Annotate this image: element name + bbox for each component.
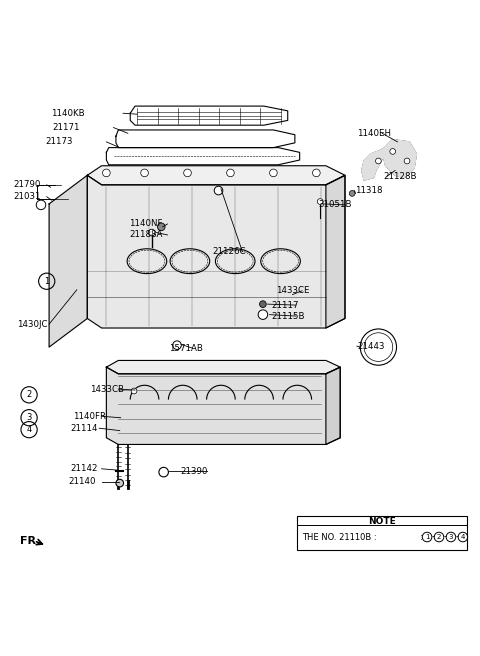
Circle shape [148, 229, 155, 236]
Text: 3: 3 [449, 534, 453, 540]
Text: 21173: 21173 [46, 137, 73, 146]
Polygon shape [326, 367, 340, 445]
Circle shape [227, 169, 234, 176]
Text: 3: 3 [26, 413, 32, 422]
Text: 1140KB: 1140KB [51, 109, 85, 117]
Text: 21142: 21142 [71, 464, 98, 473]
Circle shape [404, 158, 410, 164]
Text: 4: 4 [26, 425, 32, 434]
Text: 21031: 21031 [14, 192, 41, 201]
Polygon shape [107, 367, 340, 445]
Text: 21117: 21117 [271, 300, 299, 310]
Text: 21390: 21390 [180, 466, 208, 476]
Text: 1571AB: 1571AB [169, 344, 203, 352]
Text: 1140NF: 1140NF [129, 220, 163, 228]
Circle shape [103, 169, 110, 176]
Text: 21188A: 21188A [129, 230, 163, 239]
Text: 31051B: 31051B [319, 200, 352, 209]
Text: 1: 1 [44, 277, 49, 286]
Circle shape [390, 148, 396, 154]
Circle shape [270, 169, 277, 176]
Circle shape [159, 467, 168, 477]
Polygon shape [326, 175, 345, 328]
Circle shape [157, 223, 165, 231]
Text: 21126C: 21126C [212, 247, 246, 256]
Polygon shape [87, 175, 345, 328]
Text: -: - [432, 533, 435, 541]
Circle shape [258, 310, 268, 319]
Text: 21790: 21790 [14, 180, 41, 190]
Text: 21171: 21171 [53, 123, 80, 132]
Text: :: : [420, 533, 423, 541]
Text: 11318: 11318 [355, 186, 382, 195]
Text: 21114: 21114 [71, 424, 98, 433]
Text: -: - [456, 533, 458, 541]
Circle shape [375, 158, 381, 164]
Circle shape [317, 199, 323, 205]
Text: 1430JC: 1430JC [17, 319, 47, 329]
Circle shape [214, 186, 223, 195]
Circle shape [116, 480, 123, 487]
Text: 2: 2 [26, 390, 32, 400]
Text: FR.: FR. [20, 536, 40, 546]
Text: 1: 1 [425, 534, 429, 540]
Text: 1433CB: 1433CB [90, 384, 124, 394]
Text: 1140FR: 1140FR [73, 412, 106, 420]
Circle shape [184, 169, 192, 176]
Circle shape [36, 200, 46, 210]
Text: NOTE: NOTE [368, 517, 396, 525]
Text: 21115B: 21115B [271, 312, 304, 321]
Text: -: - [444, 533, 447, 541]
Circle shape [131, 388, 137, 394]
Circle shape [312, 169, 320, 176]
Circle shape [260, 301, 266, 308]
Text: 2: 2 [437, 534, 441, 540]
Text: 1140EH: 1140EH [357, 129, 391, 138]
Text: 1433CE: 1433CE [276, 286, 309, 295]
Polygon shape [87, 166, 345, 185]
Circle shape [173, 341, 181, 350]
Circle shape [141, 169, 148, 176]
Polygon shape [107, 360, 340, 374]
Text: 21128B: 21128B [383, 172, 417, 181]
Text: THE NO. 21110B :: THE NO. 21110B : [302, 533, 379, 541]
Text: 21443: 21443 [357, 342, 384, 351]
Polygon shape [49, 175, 87, 347]
Text: 21140: 21140 [68, 477, 96, 486]
Circle shape [349, 190, 355, 196]
FancyBboxPatch shape [297, 516, 467, 550]
Text: 4: 4 [461, 534, 465, 540]
Polygon shape [362, 140, 417, 180]
